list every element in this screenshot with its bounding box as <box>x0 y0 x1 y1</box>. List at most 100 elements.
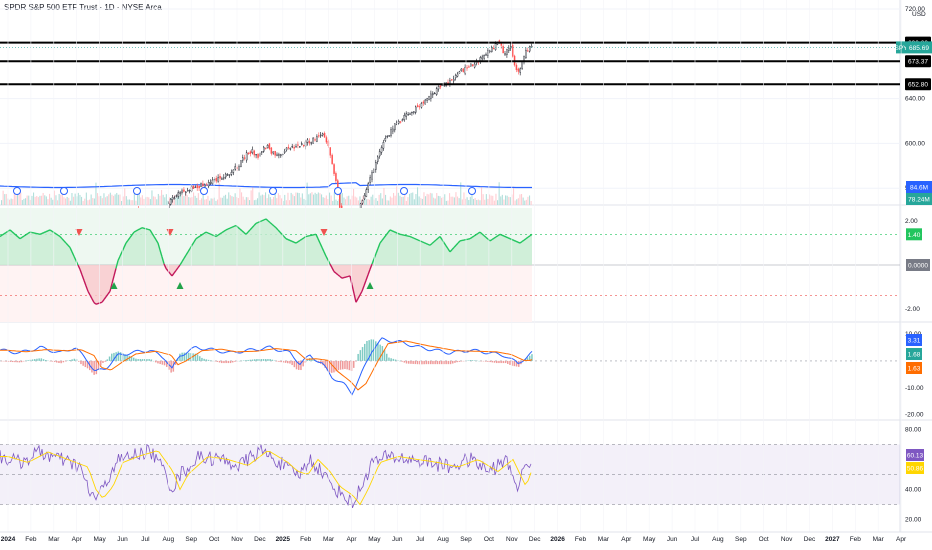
oscillator-line-segment <box>47 229 51 232</box>
event-marker-icon[interactable] <box>200 187 208 195</box>
volume-bar <box>487 198 489 205</box>
macd-histogram-bar <box>359 350 362 361</box>
candle-body <box>506 48 508 55</box>
candle-body <box>390 129 392 136</box>
candle-body <box>230 172 233 175</box>
time-tick-label: Sep <box>735 536 747 543</box>
time-tick-label: May <box>643 536 656 543</box>
volume-bar <box>421 198 423 205</box>
rsi-value-text: 50.86 <box>907 466 924 473</box>
oscillator-line-segment <box>203 231 207 235</box>
volume-bar <box>381 198 383 205</box>
oscillator-line-segment <box>353 293 357 303</box>
volume-bar <box>437 195 439 205</box>
macd-histogram-bar <box>342 360 344 370</box>
macd-line <box>0 337 533 396</box>
macd-histogram-bar <box>245 360 247 361</box>
rsi-tick-label: 40.00 <box>905 487 922 494</box>
oscillator-line-segment <box>41 231 45 235</box>
volume-bar <box>151 190 153 205</box>
event-marker-icon[interactable] <box>60 187 68 195</box>
oscillator-line-segment <box>357 294 361 299</box>
oscillator-line-segment <box>433 239 437 243</box>
macd-histogram-bar <box>188 352 190 361</box>
event-marker-icon[interactable] <box>13 187 21 195</box>
candle-body <box>377 156 379 162</box>
volume-bar <box>498 182 500 205</box>
volume-bar <box>410 192 412 205</box>
volume-bar <box>418 196 420 205</box>
oscillator-line-segment <box>457 240 461 244</box>
volume-bar <box>357 200 359 205</box>
volume-bar <box>161 189 163 205</box>
macd-histogram-bar <box>80 360 82 365</box>
oscillator-line-segment <box>323 251 327 257</box>
volume-bar <box>404 194 406 205</box>
macd-histogram-bar <box>265 359 267 361</box>
oscillator-line-segment <box>263 218 267 221</box>
event-marker-icon[interactable] <box>133 187 141 195</box>
volume-bar <box>124 188 126 205</box>
volume-bar <box>233 196 235 205</box>
macd-histogram-bar <box>36 358 38 361</box>
volume-bar <box>469 196 471 205</box>
macd-histogram-bar <box>346 360 348 370</box>
volume-bar <box>266 198 268 205</box>
candle-body <box>432 93 434 96</box>
event-marker-icon[interactable] <box>334 187 342 195</box>
oscillator-line-segment <box>233 224 237 228</box>
volume-bar <box>273 196 275 205</box>
oscillator-line-segment <box>139 227 143 230</box>
time-tick-label: Jun <box>392 536 403 543</box>
candle-body <box>205 184 208 186</box>
time-tick-label: Jul <box>416 536 425 543</box>
oscillator-line-segment <box>279 231 283 235</box>
volume-bar <box>396 186 398 205</box>
volume-bar <box>244 199 246 205</box>
macd-histogram-bar <box>403 360 406 363</box>
volume-bar <box>340 193 342 205</box>
volume-bar <box>377 200 379 205</box>
volume-bar <box>444 194 446 205</box>
oscillator-line-segment <box>371 258 375 265</box>
time-tick-label: Apr <box>346 536 357 543</box>
volume-bar <box>485 194 487 205</box>
macd-histogram-bar <box>458 360 461 362</box>
volume-bar <box>93 198 95 205</box>
volume-bar <box>530 200 532 205</box>
volume-bar <box>42 192 44 205</box>
macd-histogram-bar <box>394 359 397 361</box>
volume-bar <box>178 195 180 205</box>
macd-histogram-bar <box>221 360 223 364</box>
volume-bar <box>269 197 271 205</box>
oscillator-line-segment <box>365 274 369 281</box>
oscillator-line-segment <box>253 222 257 227</box>
macd-tick-label: -10.00 <box>905 385 924 392</box>
volume-bar <box>164 197 166 205</box>
event-marker-icon[interactable] <box>468 187 476 195</box>
candle-body <box>217 177 219 182</box>
macd-histogram-bar <box>133 357 135 361</box>
oscillator-line-segment <box>195 236 199 240</box>
candle-body <box>299 146 301 148</box>
oscillator-value-badge <box>906 228 922 241</box>
candle-body <box>171 197 174 200</box>
buy-signal-icon <box>366 282 374 289</box>
macd-histogram-bar <box>95 360 98 375</box>
event-marker-icon[interactable] <box>269 187 277 195</box>
candle-body <box>335 173 337 182</box>
macd-histogram-bar <box>247 359 249 361</box>
event-marker-icon[interactable] <box>400 187 408 195</box>
volume-bar <box>13 192 15 205</box>
volume-bar <box>34 196 36 205</box>
chart-title: SPDR S&P 500 ETF Trust · 1D · NYSE Arca <box>4 3 162 12</box>
oscillator-line-segment <box>439 236 443 240</box>
macd-value-text: 3.31 <box>908 338 921 345</box>
volume-bar <box>242 196 244 205</box>
volume-bar <box>317 192 319 205</box>
candle-body <box>458 71 461 74</box>
macd-histogram-bar <box>203 358 205 361</box>
oscillator-line-segment <box>79 269 83 276</box>
oscillator-line-segment <box>1 233 5 236</box>
